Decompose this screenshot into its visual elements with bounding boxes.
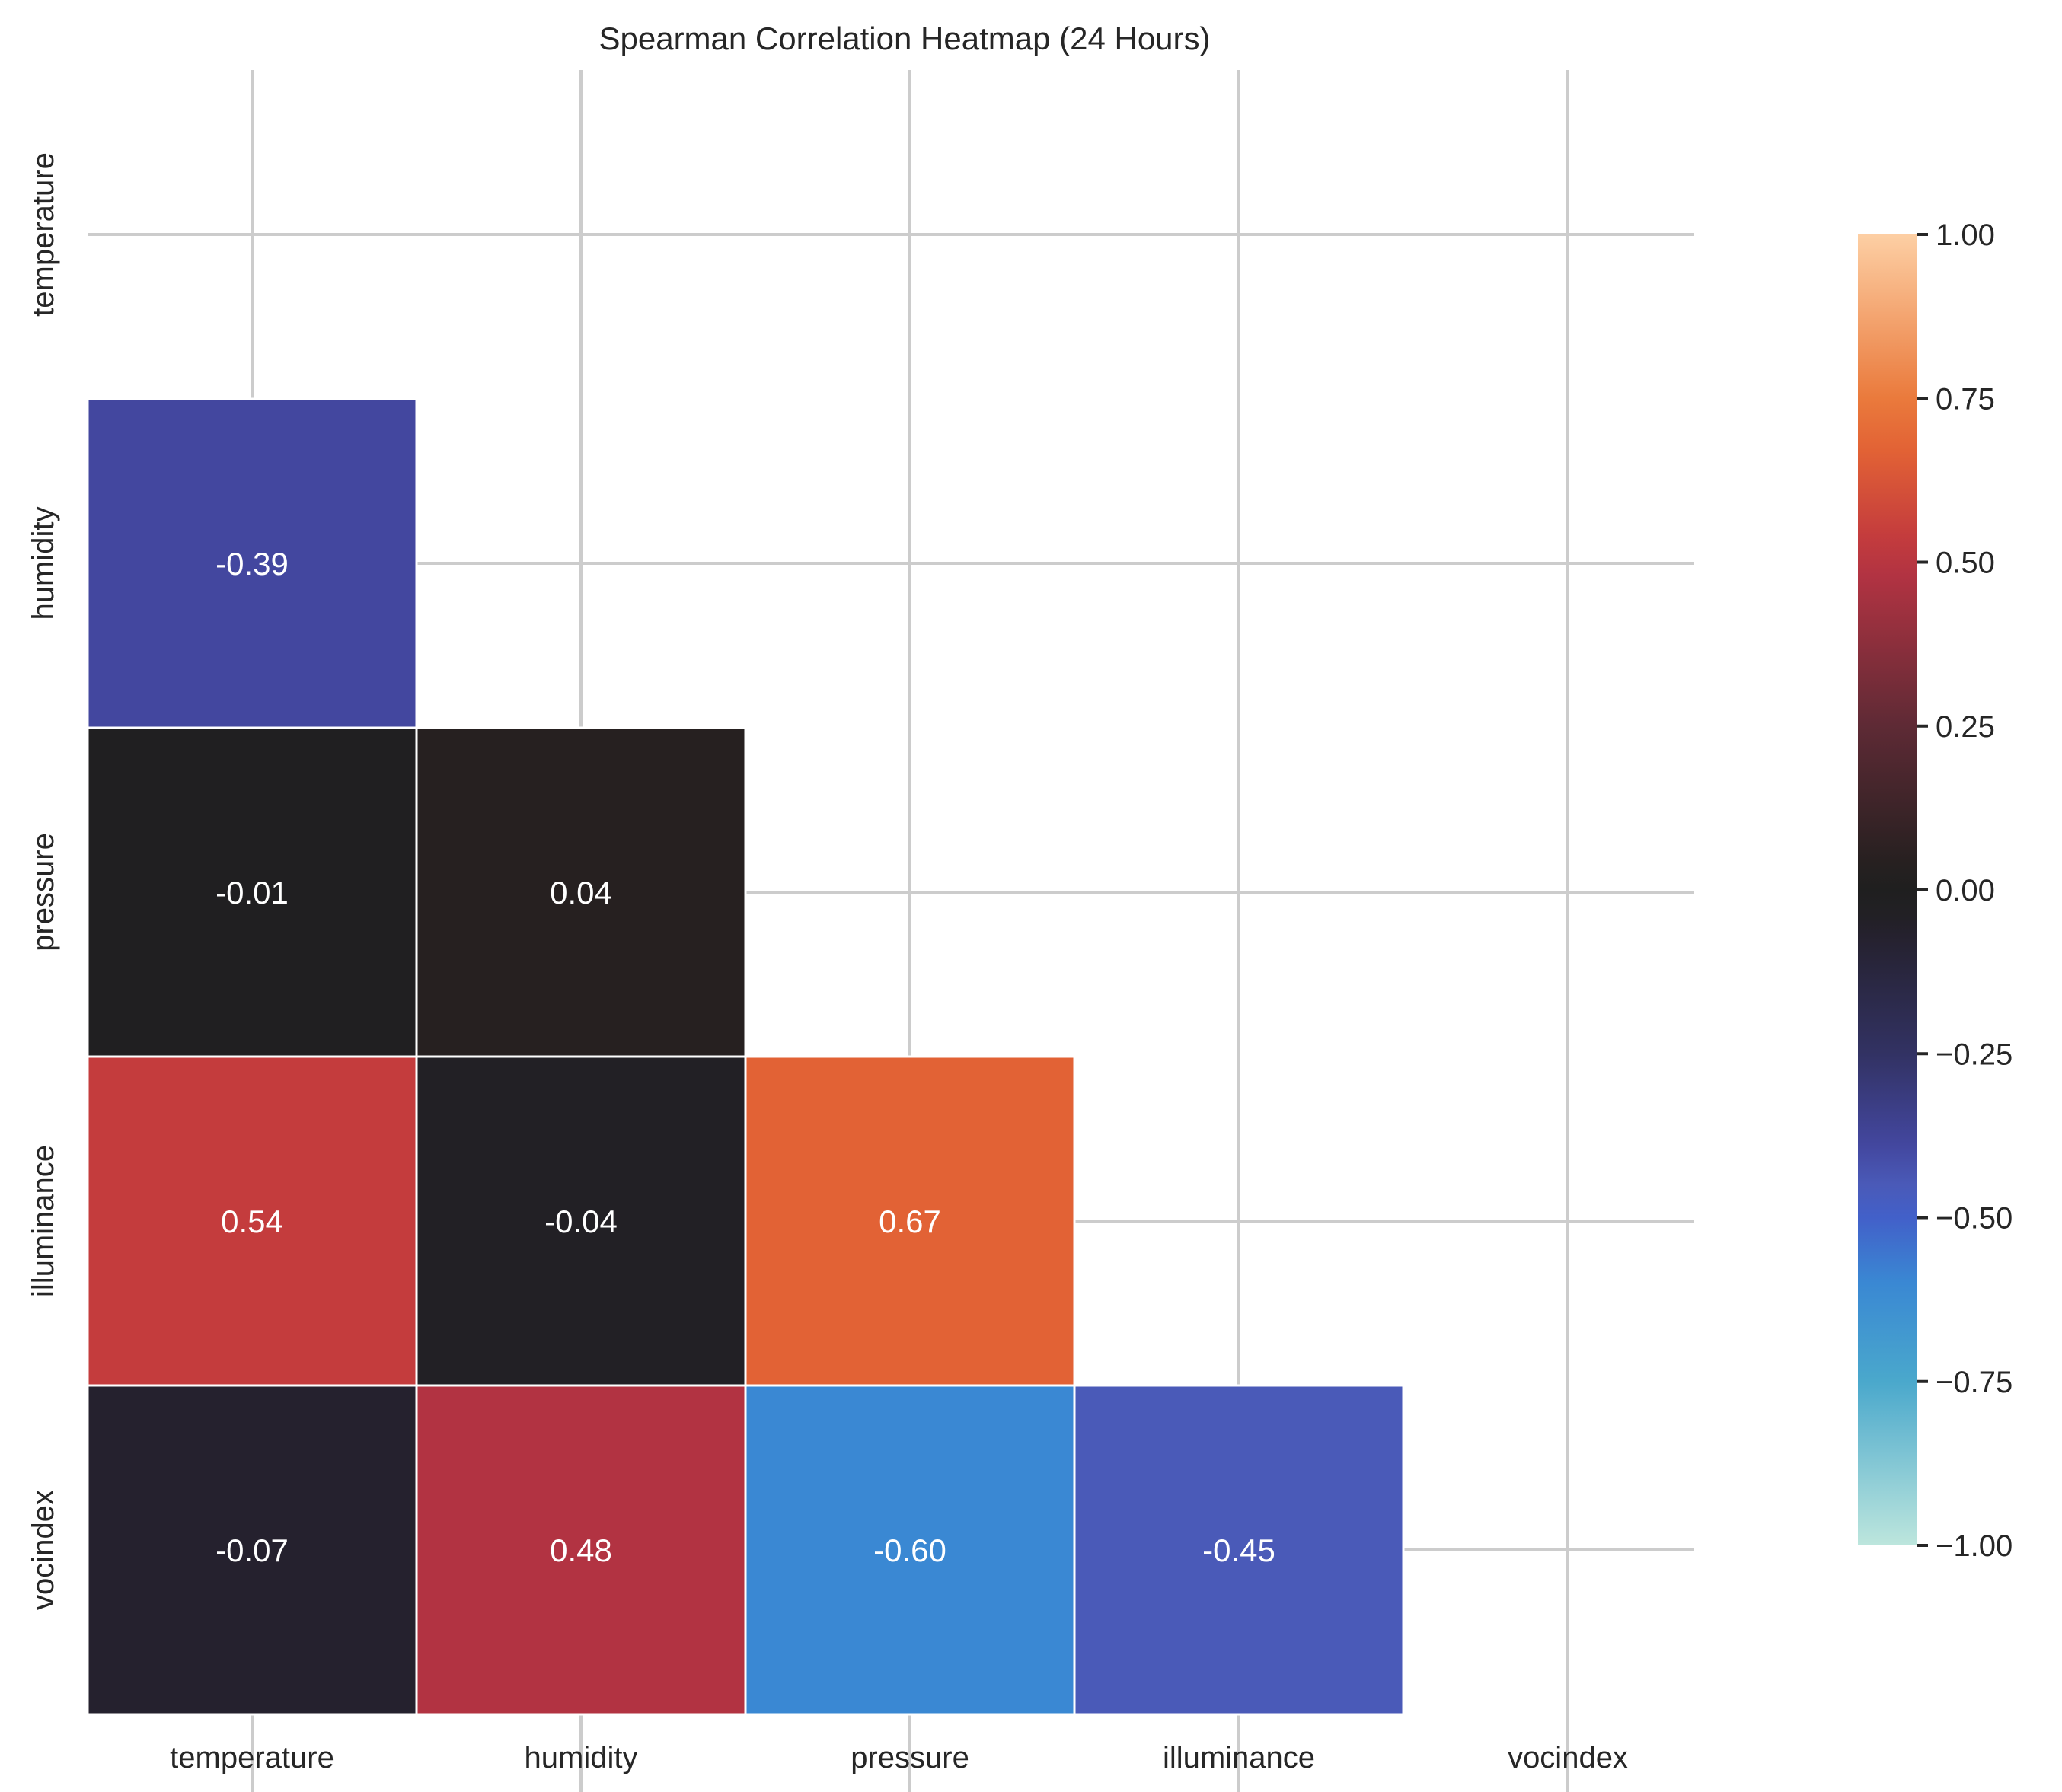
cell-value-illuminance-pressure: 0.67 <box>879 1204 941 1239</box>
cell-value-humidity-temperature: -0.39 <box>215 546 289 582</box>
cell-value-pressure-humidity: 0.04 <box>550 875 612 910</box>
colorbar-tick-label: −0.75 <box>1936 1366 2013 1399</box>
colorbar-tick-label: 0.50 <box>1936 547 1995 580</box>
heatmap-cell-vocindex-pressure <box>744 1384 1076 1716</box>
cell-value-vocindex-humidity: 0.48 <box>550 1532 612 1568</box>
y-axis-ticks: temperature humidity pressure illuminance vo… <box>27 152 60 1610</box>
heatmap-cells: -0.39 -0.01 0.04 0.54 -0.04 0.67 -0.07 0.48 -0.6… <box>86 397 1405 1716</box>
colorbar-tick-label: 1.00 <box>1936 218 1995 252</box>
heatmap-cell-vocindex-humidity <box>415 1384 747 1716</box>
colorbar: 1.00 0.75 0.50 0.25 0.00 −0.25 −0.50 −0.75 −1.00 <box>1858 218 2013 1563</box>
x-tick-humidity: humidity <box>525 1741 638 1774</box>
heatmap-cell-pressure-temperature <box>86 726 418 1058</box>
colorbar-tick-label: −0.25 <box>1936 1038 2013 1071</box>
colorbar-gradient <box>1858 234 1917 1545</box>
cell-value-vocindex-illuminance: -0.45 <box>1202 1532 1275 1568</box>
heatmap-cell-illuminance-pressure <box>744 1055 1076 1387</box>
x-tick-vocindex: vocindex <box>1508 1741 1628 1774</box>
x-tick-pressure: pressure <box>851 1741 969 1774</box>
heatmap-cell-illuminance-humidity <box>415 1055 747 1387</box>
colorbar-tick-label: 0.00 <box>1936 874 1995 907</box>
cell-value-pressure-temperature: -0.01 <box>215 875 289 910</box>
colorbar-tick-label: 0.25 <box>1936 710 1995 744</box>
heatmap-cell-illuminance-temperature <box>86 1055 418 1387</box>
heatmap-cell-humidity-temperature <box>86 397 418 729</box>
x-tick-illuminance: illuminance <box>1163 1741 1315 1774</box>
cell-value-vocindex-pressure: -0.60 <box>873 1532 946 1568</box>
y-tick-pressure: pressure <box>27 833 60 952</box>
cell-value-illuminance-humidity: -0.04 <box>544 1204 618 1239</box>
y-tick-illuminance: illuminance <box>27 1145 60 1297</box>
y-tick-temperature: temperature <box>27 152 60 317</box>
cell-value-vocindex-temperature: -0.07 <box>215 1532 289 1568</box>
colorbar-tick-label: −0.50 <box>1936 1202 2013 1236</box>
x-axis-ticks: temperature humidity pressure illuminance vo… <box>170 1741 1628 1774</box>
y-tick-humidity: humidity <box>27 507 60 620</box>
x-tick-temperature: temperature <box>170 1741 334 1774</box>
y-tick-vocindex: vocindex <box>27 1490 60 1610</box>
colorbar-tick-label: −1.00 <box>1936 1529 2013 1563</box>
heatmap-cell-vocindex-illuminance <box>1073 1384 1405 1716</box>
colorbar-tick-label: 0.75 <box>1936 382 1995 416</box>
cell-value-illuminance-temperature: 0.54 <box>221 1204 283 1239</box>
heatmap-cell-vocindex-temperature <box>86 1384 418 1716</box>
chart-title: Spearman Correlation Heatmap (24 Hours) <box>598 21 1210 56</box>
